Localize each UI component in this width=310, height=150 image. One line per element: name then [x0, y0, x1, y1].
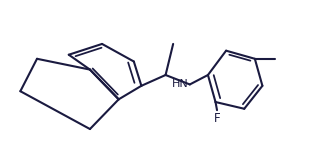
Text: HN: HN	[171, 79, 188, 89]
Text: F: F	[214, 112, 220, 125]
